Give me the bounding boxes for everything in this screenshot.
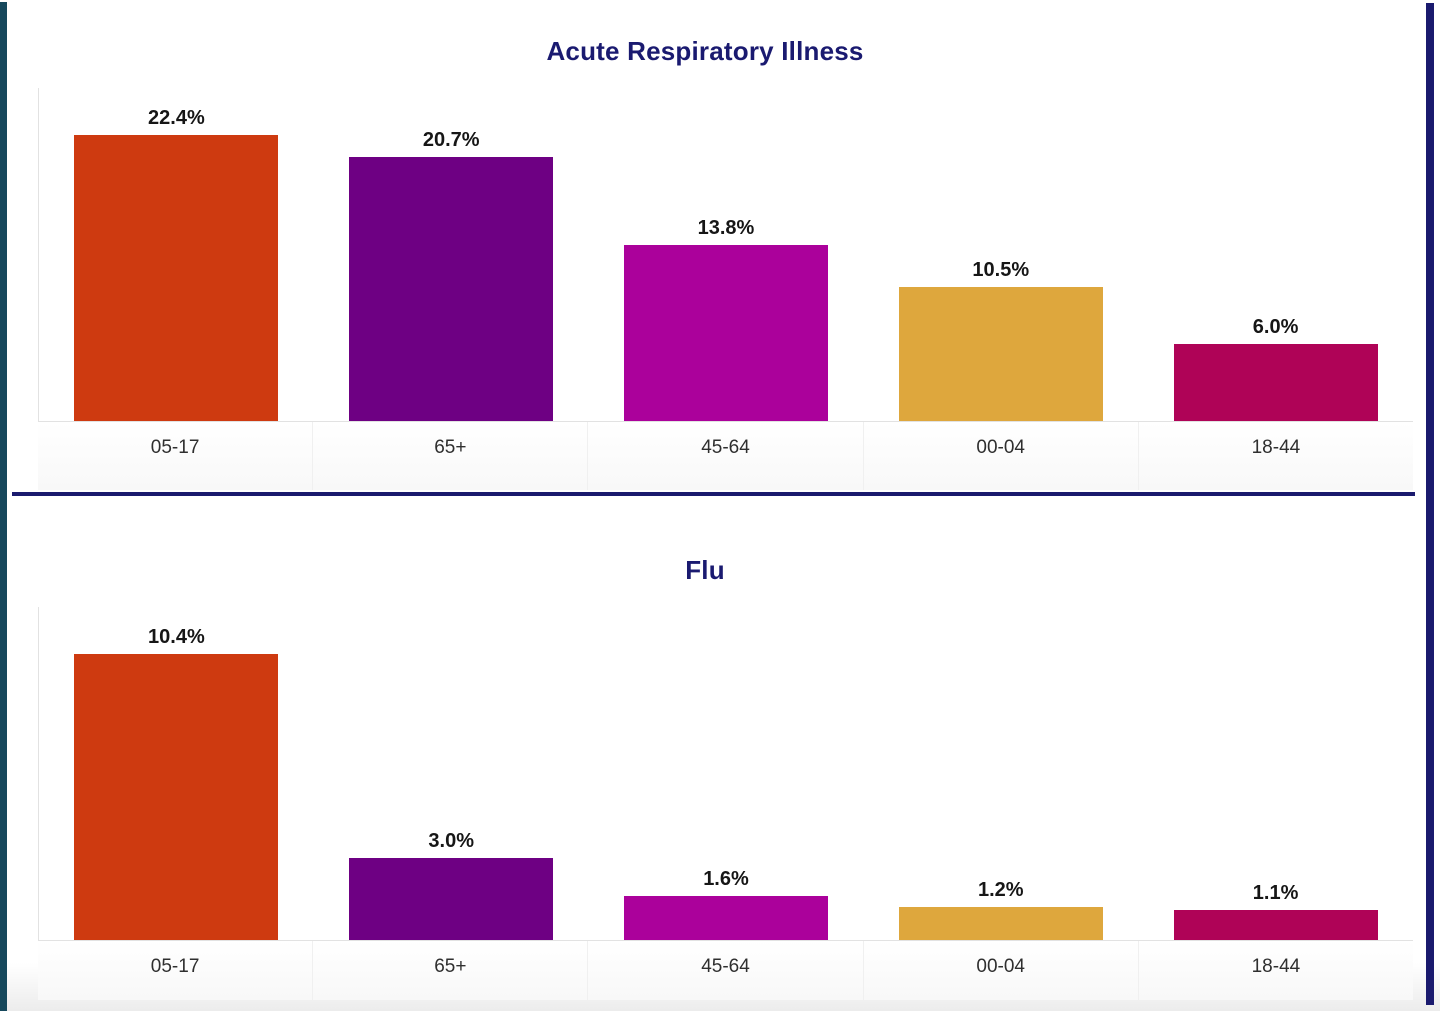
x-axis-label-65+: 65+ (312, 941, 587, 1000)
bar-value-label: 1.1% (1252, 882, 1299, 904)
bar-value-label: 10.4% (148, 626, 205, 648)
bar-00-04[interactable] (898, 287, 1103, 421)
x-axis-label-00-04: 00-04 (862, 941, 1138, 1000)
bar-05-17[interactable] (74, 654, 279, 940)
x-axis-label-18-44: 18-44 (1137, 941, 1413, 1000)
left-accent-strip (0, 2, 7, 1011)
plot-area: 10.4% 3.0% 1.6% 1.2% 1.1% (38, 607, 1413, 940)
bar-cell-18-44: 1.1% (1138, 607, 1413, 940)
x-axis-label-05-17: 05-17 (150, 437, 200, 458)
chart-title: Flu (685, 555, 725, 585)
bar-value-label: 1.6% (703, 868, 749, 890)
section-divider (12, 492, 1415, 496)
x-axis-label-18-44: 18-44 (1137, 422, 1413, 490)
chart-title: Acute Respiratory Illness (546, 36, 864, 66)
x-axis-label-65+: 65+ (312, 422, 587, 490)
bar-value-label: 22.4% (148, 107, 205, 129)
bar-value-label: 13.8% (697, 217, 755, 239)
bar-value-label: 1.2% (977, 879, 1024, 901)
plot-area: 22.4% 20.7% 13.8% 10.5% 6.0% (38, 88, 1413, 421)
bar-45-64[interactable] (623, 896, 828, 940)
x-axis-label-00-04: 00-04 (862, 422, 1138, 490)
bar-65+[interactable] (349, 157, 554, 421)
bar-cell-00-04: 10.5% (863, 88, 1138, 421)
bar-value-label: 20.7% (422, 129, 480, 151)
bar-05-17[interactable] (74, 135, 279, 421)
bar-18-44[interactable] (1173, 910, 1378, 940)
bar-cell-05-17: 10.4% (39, 607, 314, 940)
bar-cell-18-44: 6.0% (1138, 88, 1413, 421)
bar-cell-65+: 3.0% (314, 607, 589, 940)
bar-65+[interactable] (349, 858, 554, 940)
bar-00-04[interactable] (898, 907, 1103, 940)
chart-flu: Flu 10.4% 3.0% 1.6% 1.2% 1.1% 05-17 65+ 45-64 0… (0, 497, 1440, 1011)
bar-cell-45-64: 13.8% (589, 88, 864, 421)
bar-cell-45-64: 1.6% (589, 607, 864, 940)
bar-value-label: 6.0% (1252, 316, 1299, 338)
x-axis-label-05-17: 05-17 (150, 956, 200, 977)
x-axis-label-45-64: 45-64 (587, 941, 862, 1000)
chart-acute-respiratory-illness: Acute Respiratory Illness 22.4% 20.7% 13.8… (0, 0, 1440, 492)
bar-cell-00-04: 1.2% (863, 607, 1138, 940)
x-axis-labels: 05-17 65+ 45-64 00-04 18-44 (38, 940, 1413, 1000)
x-axis-label-45-64: 45-64 (587, 422, 862, 490)
bar-cell-65+: 20.7% (314, 88, 589, 421)
bar-45-64[interactable] (623, 245, 828, 421)
bar-value-label: 3.0% (428, 830, 474, 852)
bar-cell-05-17: 22.4% (39, 88, 314, 421)
bar-18-44[interactable] (1173, 344, 1378, 421)
right-accent-strip (1426, 3, 1434, 1005)
x-axis-labels: 05-17 65+ 45-64 00-04 18-44 (38, 421, 1413, 490)
bar-value-label: 10.5% (972, 259, 1030, 281)
